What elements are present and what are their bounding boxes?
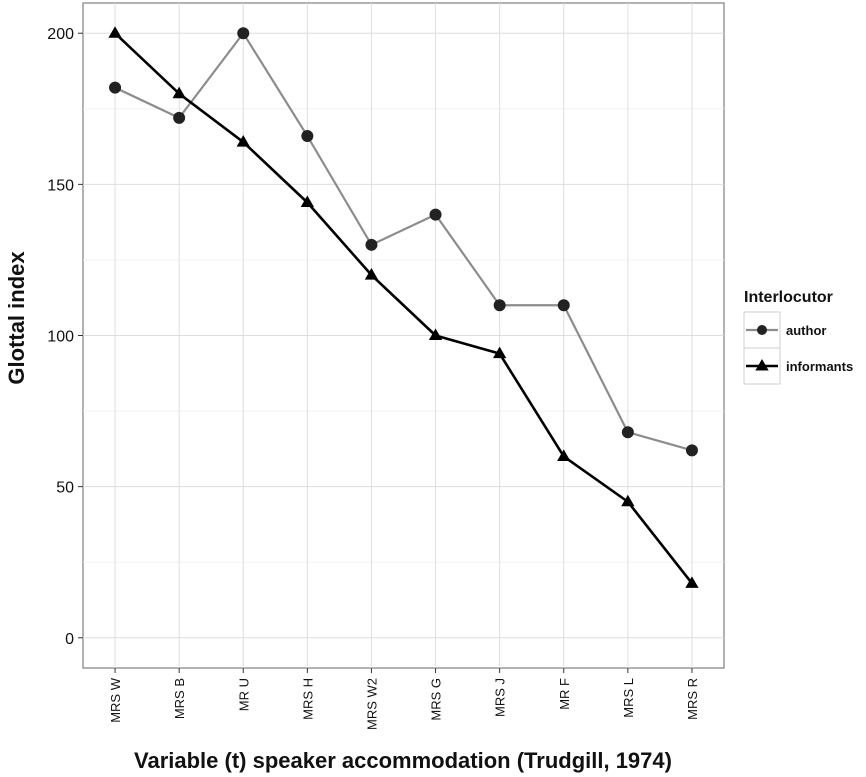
x-tick-label: MRS H xyxy=(300,678,315,720)
y-tick-label: 50 xyxy=(56,480,74,497)
x-tick-label: MRS L xyxy=(621,678,636,718)
x-tick-label: MRS W2 xyxy=(364,678,379,730)
y-tick-label: 200 xyxy=(47,26,74,43)
data-point-author xyxy=(109,81,122,94)
data-point-informants xyxy=(300,195,314,208)
legend-label-informants: informants xyxy=(786,359,853,374)
x-axis-ticks: MRS W MRS B MR U MRS H MRS W2 MRS G MRS J MR F M… xyxy=(108,668,700,730)
x-tick-label: MRS W xyxy=(108,677,123,723)
data-point-author xyxy=(173,111,186,124)
x-tick-label: MR F xyxy=(557,678,572,710)
legend-marker-author xyxy=(757,325,767,335)
legend-marker-informants xyxy=(755,359,769,371)
series-lines xyxy=(108,26,699,588)
x-tick-label: MRS J xyxy=(493,678,508,717)
data-point-informants xyxy=(364,268,379,280)
x-tick-label: MRS R xyxy=(685,678,700,720)
x-tick-label: MRS B xyxy=(172,678,187,719)
y-axis-ticks: 0 50 100 150 200 xyxy=(47,26,83,648)
series-line-author xyxy=(114,32,693,452)
data-point-informants xyxy=(108,26,122,38)
y-tick-label: 150 xyxy=(47,177,74,194)
data-point-informants xyxy=(428,328,443,341)
legend-title: Interlocutor xyxy=(744,289,833,306)
y-axis-title: Glottal index xyxy=(4,251,29,385)
data-point-informants xyxy=(172,86,186,99)
data-point-author xyxy=(237,27,250,40)
legend: Interlocutor author informants xyxy=(743,289,853,385)
data-point-author xyxy=(557,299,570,312)
data-point-author xyxy=(493,299,506,312)
data-point-author xyxy=(301,130,314,142)
x-axis-title: Variable (t) speaker accommodation (Trud… xyxy=(134,748,672,773)
series-line-informants xyxy=(114,32,693,585)
data-point-informants xyxy=(685,576,699,588)
data-point-author xyxy=(365,238,378,251)
x-tick-label: MR U xyxy=(236,678,251,711)
y-tick-label: 100 xyxy=(47,329,74,346)
data-point-informants xyxy=(236,135,250,147)
data-point-author xyxy=(685,444,698,457)
legend-label-author: author xyxy=(786,323,826,338)
x-tick-label: MRS G xyxy=(429,678,444,721)
data-point-author xyxy=(429,208,442,221)
data-point-author xyxy=(621,426,634,439)
data-point-informants xyxy=(557,449,571,461)
y-tick-label: 0 xyxy=(65,631,74,648)
data-point-informants xyxy=(493,346,507,359)
grid-lines xyxy=(83,3,724,668)
data-point-informants xyxy=(621,494,635,507)
